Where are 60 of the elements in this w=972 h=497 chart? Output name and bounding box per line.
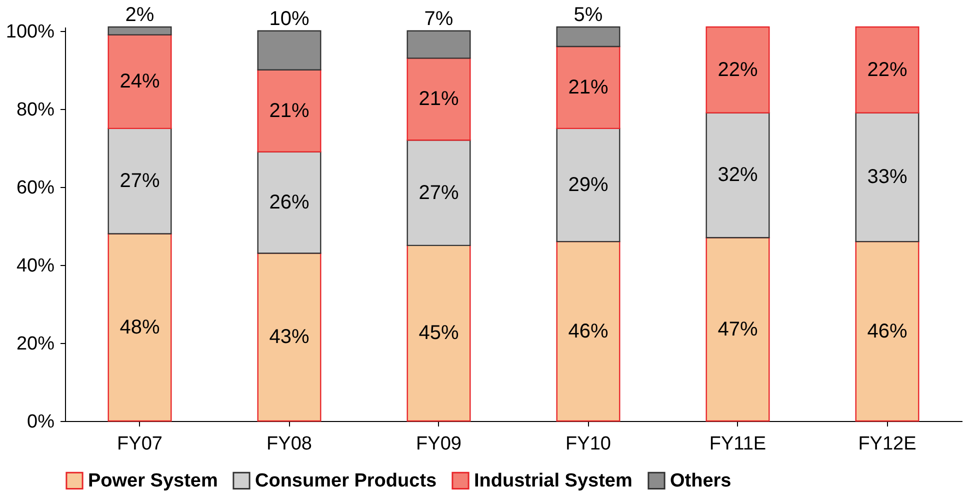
data-label: 46% — [568, 320, 608, 342]
bar — [406, 244, 471, 422]
bar — [108, 233, 172, 422]
bar — [706, 237, 770, 422]
data-label: 43% — [269, 326, 310, 348]
bar — [406, 30, 471, 59]
data-label: 2% — [125, 4, 154, 26]
data-label: 22% — [718, 58, 758, 81]
y-tick-label: 100% — [6, 21, 55, 42]
data-label: 48% — [120, 316, 160, 338]
bar — [108, 34, 172, 130]
y-tick-label: 60% — [16, 177, 55, 198]
data-label: 45% — [418, 322, 459, 344]
x-tick-label: FY08 — [266, 434, 312, 454]
data-label: 21% — [418, 88, 459, 110]
data-label: 32% — [718, 164, 758, 186]
bar — [257, 30, 322, 71]
data-label: 46% — [867, 320, 908, 342]
bar — [556, 46, 620, 130]
x-tick-label: FY10 — [566, 434, 611, 454]
data-label: 33% — [867, 166, 908, 188]
x-tick-label: FY11E — [709, 434, 766, 454]
bar — [855, 240, 920, 422]
data-label: 27% — [418, 182, 459, 204]
bar — [257, 252, 322, 422]
bar — [108, 128, 172, 234]
bar — [556, 26, 620, 48]
bar — [406, 58, 471, 141]
bar — [706, 26, 770, 114]
x-tick-label: FY09 — [416, 434, 462, 454]
bar — [855, 26, 920, 114]
y-tick-label: 40% — [16, 255, 55, 276]
data-label: 10% — [269, 8, 310, 30]
bar — [706, 112, 770, 238]
data-label: 26% — [269, 192, 310, 214]
y-tick-label: 0% — [27, 412, 55, 432]
legend-label: Others — [670, 470, 732, 492]
bar — [556, 240, 620, 422]
bar — [406, 140, 471, 246]
bar — [257, 151, 322, 254]
bar — [108, 26, 172, 36]
y-tick-label: 20% — [16, 333, 55, 354]
y-tick-label: 80% — [16, 99, 55, 120]
x-tick-label: FY12E — [858, 434, 916, 454]
data-label: 24% — [120, 70, 160, 93]
data-label: 21% — [568, 76, 608, 98]
data-label: 29% — [568, 174, 608, 196]
x-tick-label: FY07 — [117, 434, 162, 454]
bar — [556, 128, 620, 242]
data-label: 5% — [574, 4, 603, 26]
data-label: 7% — [424, 8, 454, 30]
data-label: 21% — [269, 100, 310, 122]
legend-label: Power System — [88, 470, 218, 492]
bar — [855, 112, 920, 242]
legend-label: Consumer Products — [255, 470, 437, 492]
data-label: 27% — [120, 170, 160, 192]
data-label: 47% — [718, 318, 758, 340]
data-label: 22% — [867, 58, 908, 81]
bar — [257, 69, 322, 152]
legend-label: Industrial System — [474, 470, 632, 492]
